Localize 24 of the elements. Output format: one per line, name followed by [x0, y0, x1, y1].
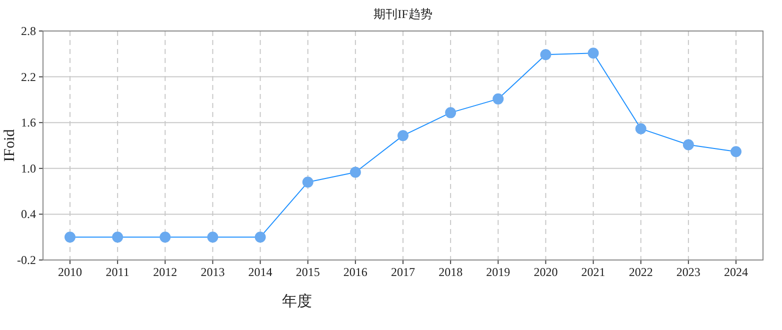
x-tick-label: 2011: [106, 265, 130, 279]
y-tick-label: 1.0: [21, 161, 36, 176]
y-tick-label: 1.6: [21, 116, 36, 130]
x-tick-label: 2024: [724, 265, 748, 279]
x-tick-label: 2014: [248, 265, 272, 279]
x-tick-label: 2022: [628, 265, 653, 279]
x-tick-label: 2020: [534, 265, 558, 279]
x-tick-label: 2018: [438, 265, 463, 279]
y-tick-label: -0.2: [17, 253, 36, 267]
y-tick-label: 2.8: [21, 24, 36, 38]
x-tick-label: 2012: [153, 265, 178, 279]
x-tick-label: 2019: [486, 265, 510, 279]
y-axis-title: IFoid: [2, 128, 18, 162]
y-tick-label: 2.2: [21, 70, 36, 84]
x-tick-label: 2013: [200, 265, 225, 279]
y-tick-label: 0.4: [21, 207, 36, 222]
x-axis-title: 年度: [282, 293, 312, 310]
x-tick-label: 2016: [343, 265, 368, 279]
chart-title: 期刊IF趋势: [374, 7, 432, 21]
x-tick-label: 2010: [58, 265, 82, 279]
x-tick-label: 2017: [391, 265, 415, 279]
x-tick-label: 2015: [296, 265, 320, 279]
x-tick-label: 2023: [676, 265, 700, 279]
x-tick-label: 2021: [581, 265, 606, 279]
